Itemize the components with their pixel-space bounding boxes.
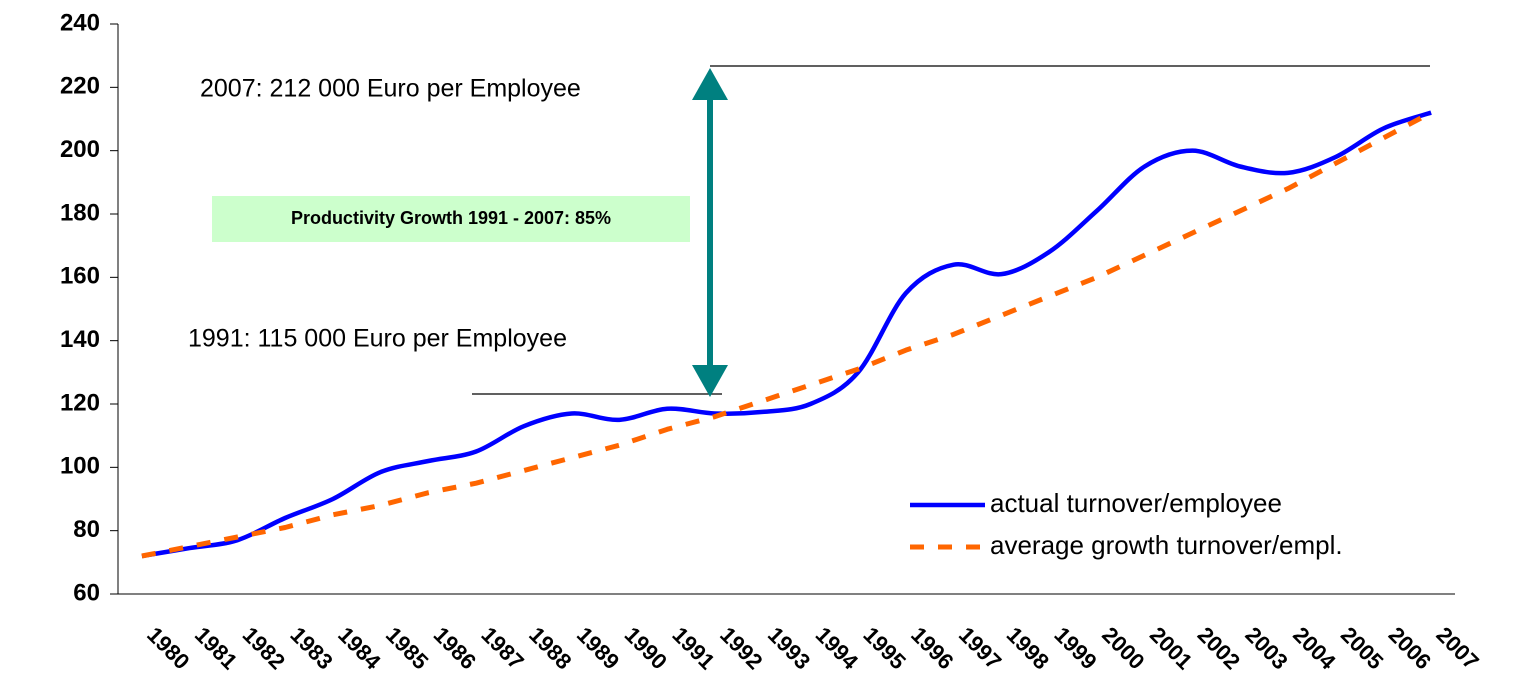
x-tick-label: 1996 bbox=[906, 622, 958, 674]
y-tick-label: 220 bbox=[60, 73, 100, 100]
y-tick-label: 160 bbox=[60, 263, 100, 290]
y-tick-label: 200 bbox=[60, 136, 100, 163]
y-tick-label: 60 bbox=[73, 579, 100, 606]
x-tick-label: 1984 bbox=[333, 622, 386, 675]
y-tick-label: 80 bbox=[73, 516, 100, 543]
legend-label: actual turnover/employee bbox=[990, 488, 1282, 518]
x-tick-label: 1989 bbox=[572, 622, 624, 674]
series-line bbox=[141, 110, 1432, 559]
x-tick-label: 1991 bbox=[667, 622, 719, 674]
x-tick-label: 1986 bbox=[429, 622, 481, 674]
x-tick-label: 1998 bbox=[1002, 622, 1054, 674]
x-tick-label: 2001 bbox=[1145, 622, 1197, 674]
x-tick-label: 1999 bbox=[1049, 622, 1101, 674]
x-tick-label: 2003 bbox=[1240, 622, 1292, 674]
y-tick-label: 180 bbox=[60, 199, 100, 226]
x-tick-label: 2005 bbox=[1336, 622, 1388, 674]
annotation: Productivity Growth 1991 - 2007: 85% bbox=[291, 208, 611, 228]
x-tick-label: 1988 bbox=[524, 622, 576, 674]
x-tick-label: 2000 bbox=[1097, 622, 1149, 674]
x-tick-label: 2002 bbox=[1193, 622, 1245, 674]
x-tick-label: 1987 bbox=[476, 622, 528, 674]
y-tick-label: 100 bbox=[60, 453, 100, 480]
x-tick-label: 1993 bbox=[763, 622, 815, 674]
x-tick-label: 1994 bbox=[811, 622, 864, 675]
y-tick-label: 120 bbox=[60, 389, 100, 416]
y-tick-label: 240 bbox=[60, 9, 100, 36]
arrow-head bbox=[692, 365, 728, 397]
x-tick-label: 2004 bbox=[1288, 622, 1341, 675]
arrow-head bbox=[692, 68, 728, 100]
y-tick-label: 140 bbox=[60, 326, 100, 353]
x-tick-label: 2006 bbox=[1384, 622, 1436, 674]
annotation: 1991: 115 000 Euro per Employee bbox=[188, 325, 567, 353]
x-tick-label: 1980 bbox=[142, 622, 194, 674]
x-tick-label: 1983 bbox=[285, 622, 337, 674]
x-tick-label: 1981 bbox=[190, 622, 242, 674]
x-tick-label: 1992 bbox=[715, 622, 767, 674]
series-line bbox=[141, 110, 1433, 559]
x-tick-label: 1985 bbox=[381, 622, 433, 674]
x-tick-label: 1982 bbox=[238, 622, 290, 674]
x-tick-label: 1997 bbox=[954, 622, 1006, 674]
legend-label: average growth turnover/empl. bbox=[990, 530, 1343, 560]
x-tick-label: 1995 bbox=[858, 622, 910, 674]
annotation: 2007: 212 000 Euro per Employee bbox=[200, 75, 581, 103]
x-tick-label: 2007 bbox=[1431, 622, 1483, 674]
x-tick-label: 1990 bbox=[620, 622, 672, 674]
annotation-box bbox=[212, 196, 690, 242]
